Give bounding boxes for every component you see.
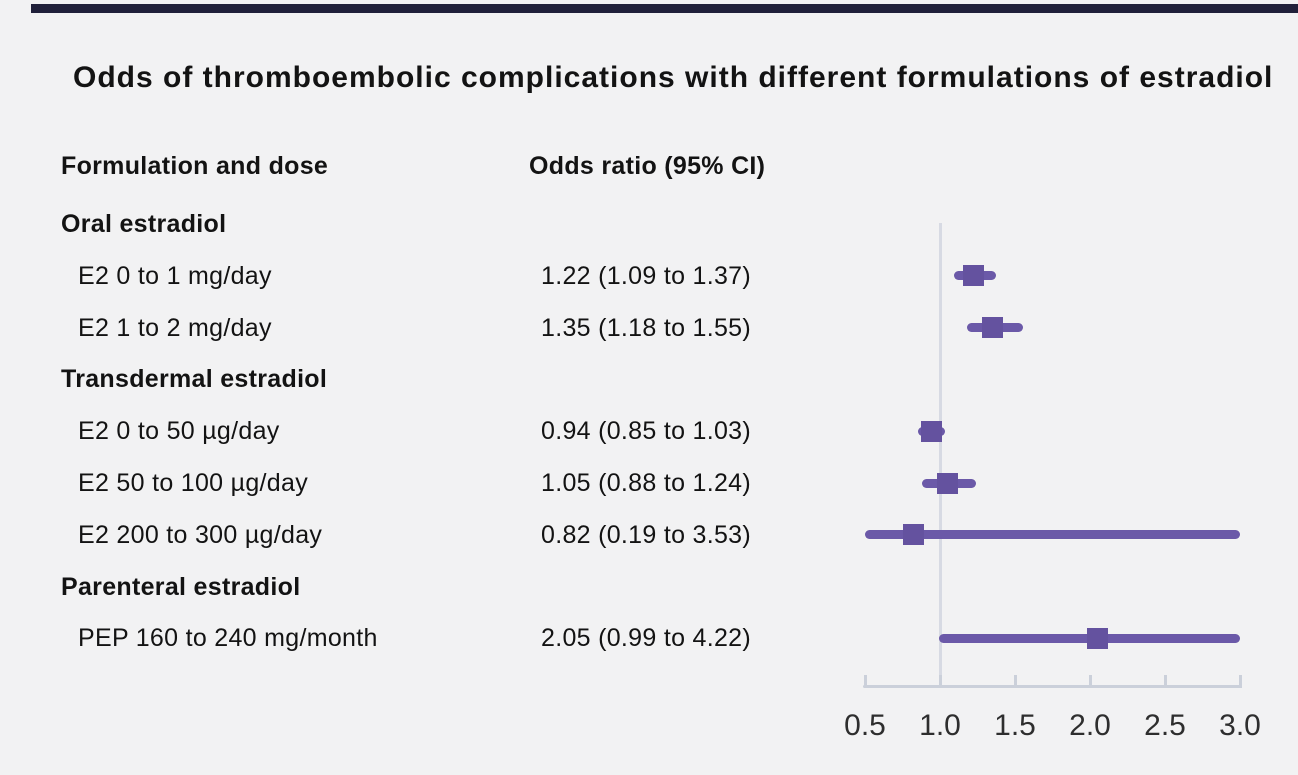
reference-line xyxy=(938,223,942,688)
section-label: Parenteral estradiol xyxy=(61,572,301,601)
or-marker xyxy=(982,317,1003,339)
top-accent-bar xyxy=(31,4,1298,13)
or-value: 1.22 (1.09 to 1.37) xyxy=(541,261,752,290)
or-marker xyxy=(1087,627,1108,649)
x-axis-tick-label: 2.5 xyxy=(1144,709,1186,742)
section-label: Oral estradiol xyxy=(61,210,227,238)
or-value: 0.82 (0.19 to 3.53) xyxy=(541,520,752,549)
figure-title: Odds of thromboembolic complications wit… xyxy=(73,61,1274,94)
row-label: E2 0 to 1 mg/day xyxy=(78,261,272,290)
x-axis-tick-label: 3.0 xyxy=(1219,709,1261,742)
row-label: E2 0 to 50 µg/day xyxy=(78,417,280,446)
or-marker xyxy=(937,472,958,494)
ci-line xyxy=(865,530,1240,540)
column-header-formulation: Formulation and dose xyxy=(61,152,329,180)
or-marker xyxy=(920,420,942,442)
row-label: E2 50 to 100 µg/day xyxy=(78,469,308,497)
x-axis-tick xyxy=(1088,675,1092,688)
section-label: Transdermal estradiol xyxy=(61,365,328,394)
x-axis-tick-label: 2.0 xyxy=(1069,709,1111,742)
x-axis-tick xyxy=(1013,675,1017,688)
x-axis-tick xyxy=(1238,675,1242,688)
x-axis-tick xyxy=(1163,675,1167,688)
or-value: 2.05 (0.99 to 4.22) xyxy=(541,624,752,653)
row-label: E2 1 to 2 mg/day xyxy=(78,313,272,342)
column-header-odds-ratio: Odds ratio (95% CI) xyxy=(529,152,766,180)
row-label: PEP 160 to 240 mg/month xyxy=(78,624,378,653)
row-label: E2 200 to 300 µg/day xyxy=(78,520,323,549)
x-axis-tick-label: 0.5 xyxy=(844,709,886,742)
or-marker xyxy=(902,524,924,546)
x-axis-tick-label: 1.5 xyxy=(994,709,1036,742)
x-axis-baseline xyxy=(863,685,1242,688)
or-value: 1.05 (0.88 to 1.24) xyxy=(541,469,752,497)
x-axis-tick-label: 1.0 xyxy=(919,709,961,742)
x-axis-tick xyxy=(938,675,942,688)
or-value: 1.35 (1.18 to 1.55) xyxy=(541,313,752,342)
or-value: 0.94 (0.85 to 1.03) xyxy=(541,417,752,446)
or-marker xyxy=(962,265,984,287)
x-axis-tick xyxy=(863,675,867,688)
